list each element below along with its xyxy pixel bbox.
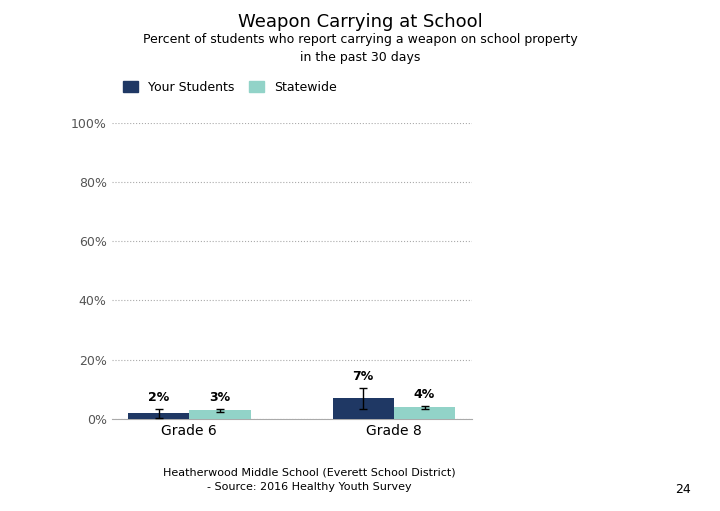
Text: 2%: 2% <box>148 391 169 404</box>
Bar <box>394 407 455 419</box>
Bar <box>189 410 251 419</box>
Text: Weapon Carrying at School: Weapon Carrying at School <box>238 13 482 31</box>
Text: 24: 24 <box>675 483 691 496</box>
Bar <box>128 413 189 419</box>
Bar <box>333 398 394 419</box>
Text: Percent of students who report carrying a weapon on school property
in the past : Percent of students who report carrying … <box>143 33 577 64</box>
Text: Heatherwood Middle School (Everett School District)
- Source: 2016 Healthy Youth: Heatherwood Middle School (Everett Schoo… <box>163 468 456 492</box>
Text: 7%: 7% <box>353 370 374 383</box>
Text: 4%: 4% <box>414 388 435 401</box>
Text: 3%: 3% <box>210 391 230 404</box>
Legend: Your Students, Statewide: Your Students, Statewide <box>118 76 342 99</box>
